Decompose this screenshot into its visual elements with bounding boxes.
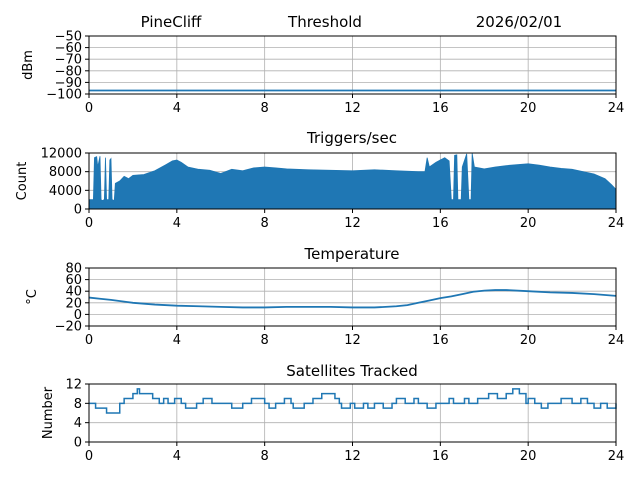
triggers-xtick-label-2: 8 bbox=[261, 216, 269, 231]
satellites-ytick-label-0: 0 bbox=[74, 436, 82, 451]
threshold-ytick-label-0: −100 bbox=[46, 88, 82, 103]
satellites-ytick-label-3: 12 bbox=[65, 378, 82, 393]
threshold-ytick-label-4: −60 bbox=[55, 41, 82, 56]
satellites-series-line bbox=[89, 388, 617, 414]
panel-title-temperature: Temperature bbox=[303, 245, 399, 263]
temperature-xtick-label-4: 16 bbox=[432, 333, 449, 348]
station-name: PineCliff bbox=[141, 13, 202, 31]
panel-title-threshold: Threshold bbox=[287, 13, 362, 31]
triggers-ylabel: Count bbox=[15, 162, 30, 201]
threshold-xtick-label-2: 8 bbox=[261, 101, 269, 116]
triggers-xtick-label-4: 16 bbox=[432, 216, 449, 231]
temperature-ytick-label-1: 0 bbox=[74, 308, 82, 323]
threshold-ytick-label-5: −50 bbox=[55, 30, 82, 45]
panel-title-satellites: Satellites Tracked bbox=[286, 362, 417, 380]
temperature-ytick-label-3: 40 bbox=[65, 285, 82, 300]
panel-title-triggers: Triggers/sec bbox=[306, 129, 397, 147]
threshold-xtick-label-0: 0 bbox=[85, 101, 93, 116]
triggers-ytick-label-0: 0 bbox=[74, 203, 82, 218]
panel-satellites: 0 4 8 12 16 20 24 0 4 8 12 Number bbox=[41, 378, 624, 465]
threshold-xtick-label-3: 12 bbox=[344, 101, 361, 116]
temperature-ytick-label-2: 20 bbox=[65, 296, 82, 311]
satellites-ylabel: Number bbox=[41, 386, 56, 439]
date-label: 2026/02/01 bbox=[476, 13, 562, 31]
threshold-xtick-label-6: 24 bbox=[608, 101, 625, 116]
satellites-xtick-label-1: 4 bbox=[173, 449, 181, 464]
triggers-xtick-label-0: 0 bbox=[85, 216, 93, 231]
satellites-xtick-label-2: 8 bbox=[261, 449, 269, 464]
triggers-xtick-label-3: 12 bbox=[344, 216, 361, 231]
temperature-ylabel: °C bbox=[25, 289, 40, 305]
triggers-xtick-label-6: 24 bbox=[608, 216, 625, 231]
temperature-ytick-label-0: −20 bbox=[55, 320, 82, 335]
satellites-ytick-label-1: 4 bbox=[74, 416, 82, 431]
temperature-series-line bbox=[88, 289, 617, 309]
triggers-xtick-label-1: 4 bbox=[173, 216, 181, 231]
satellites-xtick-label-4: 16 bbox=[432, 449, 449, 464]
temperature-xtick-label-0: 0 bbox=[85, 333, 93, 348]
panel-triggers: 0 4 8 12 16 20 24 0 4000 8000 12000 Count bbox=[15, 147, 624, 232]
satellites-ytick-label-2: 8 bbox=[74, 397, 82, 412]
triggers-xtick-label-5: 20 bbox=[520, 216, 537, 231]
threshold-xtick-label-4: 16 bbox=[432, 101, 449, 116]
threshold-xtick-label-5: 20 bbox=[520, 101, 537, 116]
threshold-xtick-label-1: 4 bbox=[173, 101, 181, 116]
temperature-xtick-label-2: 8 bbox=[261, 333, 269, 348]
threshold-ylabel: dBm bbox=[21, 50, 36, 80]
satellites-xtick-label-3: 12 bbox=[344, 449, 361, 464]
temperature-xtick-label-6: 24 bbox=[608, 333, 625, 348]
threshold-ytick-label-2: −80 bbox=[55, 64, 82, 79]
temperature-ytick-label-5: 80 bbox=[65, 262, 82, 277]
panel-threshold: 0 4 8 12 16 20 24 −100−90−80−70−60−50 dBm bbox=[21, 30, 624, 117]
satellites-xtick-label-0: 0 bbox=[85, 449, 93, 464]
triggers-ytick-label-1: 4000 bbox=[49, 184, 82, 199]
temperature-xtick-label-5: 20 bbox=[520, 333, 537, 348]
satellites-xtick-label-6: 24 bbox=[608, 449, 625, 464]
threshold-ytick-label-1: −90 bbox=[55, 76, 82, 91]
threshold-ytick-label-3: −70 bbox=[55, 53, 82, 68]
temperature-xtick-label-1: 4 bbox=[173, 333, 181, 348]
temperature-ytick-label-4: 60 bbox=[65, 273, 82, 288]
satellites-xtick-label-5: 20 bbox=[520, 449, 537, 464]
temperature-xtick-label-3: 12 bbox=[344, 333, 361, 348]
triggers-ytick-label-3: 12000 bbox=[41, 147, 82, 162]
triggers-ytick-label-2: 8000 bbox=[49, 165, 82, 180]
triggers-series-area bbox=[88, 153, 617, 210]
